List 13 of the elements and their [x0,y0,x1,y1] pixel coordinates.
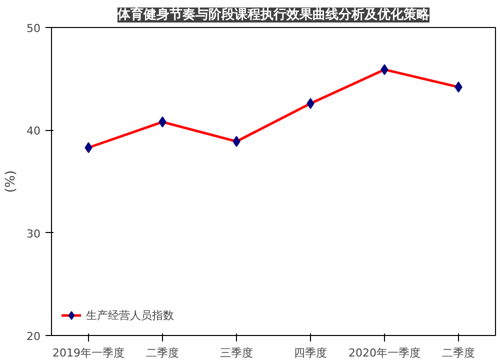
chart-title: 体育健身节奏与阶段课程执行效果曲线分析及优化策略 [116,6,430,22]
x-tick-label: 2020年一季度 [348,346,421,360]
y-tick-label: 20 [26,330,41,343]
x-tick-label: 三季度 [220,346,253,360]
x-tick-label: 二季度 [442,346,475,360]
y-axis-title: (%) [4,170,19,193]
y-tick-label: 30 [26,227,41,240]
x-tick-label: 二季度 [146,346,179,360]
y-tick-label: 40 [26,124,41,138]
x-tick-label: 四季度 [294,346,327,360]
legend-label: 生产经营人员指数 [86,308,174,322]
x-tick-label: 2019年一季度 [52,346,125,360]
y-tick-label: 50 [26,22,41,35]
